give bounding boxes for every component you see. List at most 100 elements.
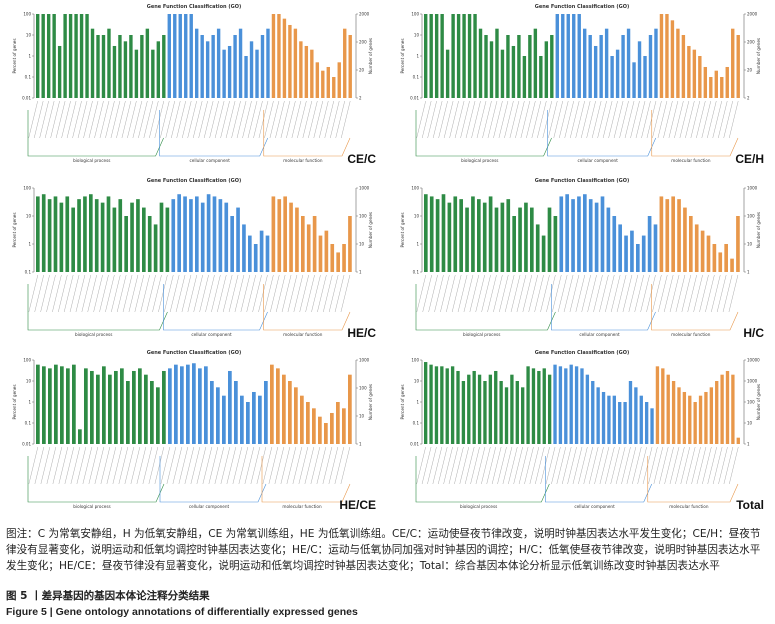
bar [100,202,105,272]
term-label-stub [217,274,227,313]
term-label-stub [594,446,604,485]
bar [628,381,633,444]
y2-axis-label: Number of genes [368,38,373,74]
term-label-stub [557,274,568,313]
term-label-stub [416,446,426,485]
bar [210,381,214,444]
bar [106,196,111,272]
bar [336,402,340,444]
term-label-stub [432,446,443,485]
term-label-stub [94,446,105,485]
bar [447,202,452,272]
bar [636,244,640,272]
term-label-stub [438,100,448,139]
term-label-stub [128,274,139,313]
bar [255,49,259,98]
category-label: cellular component [574,504,615,509]
y-tick-label: 10 [26,214,32,219]
bar [558,366,563,444]
term-label-stub [293,274,303,313]
category-bracket [159,110,269,157]
bar [709,77,713,98]
y2-tick-label: 1000 [747,379,758,384]
y-axis-label: Percent of genes [400,38,405,73]
bar [712,244,717,272]
bar [60,366,64,444]
term-label-stub [432,100,443,139]
term-label-stub [526,100,536,139]
category-label: biological process [75,332,112,337]
term-label-stub [454,100,465,139]
y-tick-label: 0.01 [410,442,419,447]
term-label-stub [702,446,712,485]
bar [424,14,428,98]
term-label-stub [685,100,695,139]
bar [637,41,642,98]
bar [504,387,509,444]
term-label-stub [66,100,77,139]
bar [429,14,433,98]
y-axis-label: Percent of genes [400,212,405,247]
y-tick-label: 100 [411,12,419,17]
term-label-stub [460,100,470,139]
bar [173,14,177,98]
bar [429,364,433,444]
bar [260,35,265,98]
bar [63,14,67,98]
term-label-stub [166,446,177,485]
term-label-stub [83,100,93,139]
bar [71,207,75,272]
term-label-stub [729,100,739,139]
term-label-stub [578,446,588,485]
bar [687,45,691,98]
bar [510,374,514,444]
term-label-stub [475,446,486,485]
y-tick-label: 100 [23,12,31,17]
bar [459,199,463,272]
bar [698,56,702,98]
bar [236,207,240,272]
y-tick-label: 0.1 [413,421,420,426]
bar [53,196,58,272]
bar [720,77,724,98]
bar [343,28,347,99]
bar [456,370,460,444]
bar [89,194,93,272]
term-label-stub [540,274,550,313]
term-label-stub [304,446,315,485]
y-tick-label: 1 [416,400,419,405]
bar [265,235,270,272]
bar [547,374,552,444]
y2-tick-label: 100 [747,400,755,405]
bar [78,429,82,444]
bar [550,35,554,98]
bar [683,207,687,272]
term-label-stub [169,274,180,313]
term-label-stub [563,274,574,313]
term-label-stub [583,446,593,485]
bar [434,366,439,444]
chart-title: Gene Function Classification (GO) [146,178,242,184]
term-label-stub [142,446,153,485]
category-bracket [547,110,657,157]
term-label-stub [520,100,531,139]
go-chart-panel: Gene Function Classification (GO) 100 10 1 0… [4,350,384,520]
bar [494,207,499,272]
category-bracket [545,456,653,503]
category-label: molecular function [282,504,322,509]
term-label-stub [198,100,208,139]
bar [526,366,530,444]
term-label-stub [252,274,262,313]
bar [670,20,675,98]
term-label-stub [40,446,51,485]
panel-label: Total [736,498,764,512]
term-label-stub [75,274,86,313]
term-label-stub [522,274,532,313]
term-label-stub [628,274,638,313]
bar [145,28,150,99]
bar [282,18,287,98]
term-label-stub [658,274,668,313]
term-label-stub [134,274,144,313]
bar [348,35,352,98]
y-tick-label: 10 [26,379,32,384]
